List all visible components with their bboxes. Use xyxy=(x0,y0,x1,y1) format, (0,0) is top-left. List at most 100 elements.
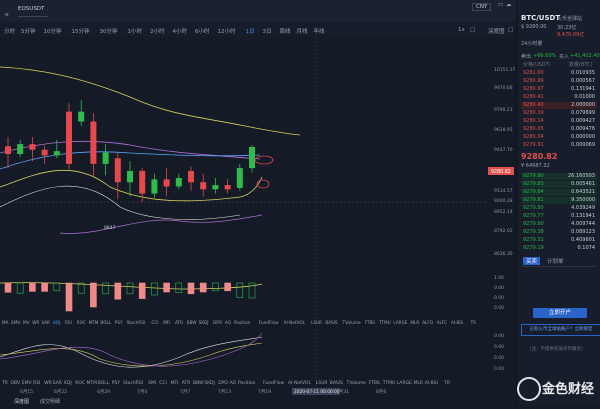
timeframe-13[interactable]: 月线 xyxy=(296,29,308,35)
candle-body-5 xyxy=(66,111,72,164)
ask-row[interactable]: 9280.04 0.000000 xyxy=(521,134,597,141)
timeframe-1[interactable]: 5分钟 xyxy=(21,29,36,35)
ask-amount: 2.000000 xyxy=(571,102,595,108)
currency-select[interactable]: CNY xyxy=(472,3,492,11)
vol-label-2: 0.00 xyxy=(494,295,504,301)
timeframe-7[interactable]: 4小时 xyxy=(172,29,188,35)
candle-body-15 xyxy=(188,170,194,183)
candle-body-8 xyxy=(102,152,109,164)
price-label-9: 8792.02 xyxy=(494,228,513,234)
ask-amount: 0.079699 xyxy=(571,110,595,116)
chart-area[interactable]: 10151.37 9970.68 9790.21 9618.95 9447.70 9280… xyxy=(0,37,516,405)
bid-row[interactable]: 9279.38 0.089123 xyxy=(521,229,597,236)
volume-bar-10 xyxy=(126,282,134,295)
ask-row[interactable]: 9280.97 0.131941 xyxy=(521,86,597,93)
volume-bar-13 xyxy=(163,282,170,293)
indicator-top-22: LSUR xyxy=(311,320,322,325)
kline-chart[interactable]: 10151.37 9970.68 9790.21 9618.95 9447.70 9280… xyxy=(0,37,516,405)
bid-amount: 0.131941 xyxy=(571,213,595,219)
ask-row[interactable]: 9280.41 0.01000 xyxy=(521,94,597,101)
pair-tab-back[interactable]: ◀ xyxy=(4,12,9,18)
timeframe-0[interactable]: 分时 xyxy=(4,29,16,35)
timeframe-11[interactable]: 3日 xyxy=(262,29,272,35)
cloud-icon[interactable]: ☁ xyxy=(506,2,512,8)
bid-price: 9279.84 xyxy=(523,189,544,195)
tab-plan-order[interactable]: 计划单 xyxy=(547,259,564,265)
timeframe-3[interactable]: 15分钟 xyxy=(71,29,90,35)
open-account-button[interactable]: 立即开户 xyxy=(533,308,587,318)
chart-tool-0[interactable]: 1x xyxy=(458,27,465,33)
bid-amount: 4.039249 xyxy=(571,205,595,211)
col-price: 价格(USDT) xyxy=(523,62,551,68)
indicator-bottom-1: OBV xyxy=(11,380,21,386)
depth-label[interactable]: 24小时量 xyxy=(521,41,543,47)
timeframe-10[interactable]: 1日 xyxy=(245,29,255,35)
ask-price: 9280.99 xyxy=(523,78,544,84)
ask-price: 9280.04 xyxy=(523,134,544,140)
low-price-label: 8847 xyxy=(104,225,116,231)
timeframe-5[interactable]: 1小时 xyxy=(127,29,143,35)
date-label-9: 8月6 xyxy=(376,389,386,395)
volume-bar-20 xyxy=(248,282,256,299)
ask-row[interactable]: 9280.99 0.000567 xyxy=(521,78,597,85)
timeframe-4[interactable]: 30分钟 xyxy=(99,29,118,35)
indicator-bottom-11: StochRSI xyxy=(123,380,143,386)
candle-body-13 xyxy=(163,179,170,187)
bid-row[interactable]: 9279.90 26.160503 xyxy=(521,173,597,180)
bind-account-link[interactable]: 已有火币全球站账户？立即绑定 xyxy=(521,324,600,336)
timeframe-9[interactable]: 12小时 xyxy=(217,29,236,35)
timeframe-2[interactable]: 10分钟 xyxy=(43,29,62,35)
bid-price: 9279.38 xyxy=(523,229,544,235)
indicator-bottom-28: LARGE xyxy=(397,380,412,386)
date-label-2: 6月29 xyxy=(97,389,110,395)
bid-row[interactable]: 9279.31 0.409601 xyxy=(521,237,597,244)
pair-tab[interactable]: EOSUSDT xyxy=(18,6,48,17)
timeframe-14[interactable]: 年线 xyxy=(313,29,325,35)
chart-tool-1[interactable]: □ xyxy=(470,27,476,33)
bid-row[interactable]: 9279.83 0.005461 xyxy=(521,181,597,188)
ask-row[interactable]: 9280.39 0.079699 xyxy=(521,110,597,117)
timeframe-12[interactable]: 周线 xyxy=(279,29,291,35)
bid-amount: 26.160503 xyxy=(567,173,595,179)
bid-row[interactable]: 9279.80 4.039249 xyxy=(521,205,597,212)
ask-row[interactable]: 9279.91 0.000069 xyxy=(521,142,597,149)
ask-price: 9280.97 xyxy=(523,86,544,92)
ask-row[interactable]: 9280.14 0.009427 xyxy=(521,118,597,125)
osc-line-yellow xyxy=(0,342,263,367)
bid-price: 9279.80 xyxy=(523,205,544,211)
tab-buy-sell[interactable]: 买卖 xyxy=(523,257,541,265)
date-label-1: 6月22 xyxy=(54,389,67,395)
indicator-top-11: StochRSI xyxy=(127,320,146,325)
bottom-tab-depth: 深度图 xyxy=(14,398,29,405)
bid-row[interactable]: 9279.84 0.643521 xyxy=(521,189,597,196)
candle-body-10 xyxy=(127,170,133,183)
volume-bar-6 xyxy=(77,282,85,294)
volume-bar-2 xyxy=(29,282,36,292)
monitor-icon[interactable]: ▭ xyxy=(498,2,504,8)
timeframe-6[interactable]: 2小时 xyxy=(150,29,165,35)
ma-line-upper xyxy=(0,66,301,136)
ask-row[interactable]: 9281.00 0.010935 xyxy=(521,70,597,77)
bid-row[interactable]: 9279.19 0.1074 xyxy=(521,245,597,252)
ask-row[interactable]: 9280.40 2.000000 xyxy=(521,102,597,109)
volume-bar-3 xyxy=(41,282,48,292)
indicator-bottom-5: SAR xyxy=(53,380,62,386)
bid-amount: 0.643521 xyxy=(571,189,595,195)
right-panel: BTC/USDT 火币全球站 $ 9280.00 30.23亿 9,476.09… xyxy=(516,0,600,405)
bid-row[interactable]: 9279.60 4.009744 xyxy=(521,221,597,228)
ask-row[interactable]: 9280.05 0.009476 xyxy=(521,126,597,133)
indicator-bottom-25: TVolume xyxy=(346,380,367,386)
chart-tool-3[interactable]: □ xyxy=(508,27,514,33)
sell-label: 卖出 xyxy=(521,54,532,60)
indicator-bottom-0: TR xyxy=(1,380,8,386)
timeframe-8[interactable]: 6小时 xyxy=(195,29,210,35)
volume-bar-17 xyxy=(212,282,219,292)
ask-amount: 0.131941 xyxy=(571,86,595,92)
bid-row[interactable]: 9279.81 9.350000 xyxy=(521,197,597,204)
indicator-top-26: TTMU xyxy=(378,320,391,325)
chart-tool-2[interactable]: 深度图 xyxy=(488,29,505,35)
volume-bar-16 xyxy=(199,282,207,293)
bid-row[interactable]: 9279.77 0.131941 xyxy=(521,213,597,220)
ma-line-purple xyxy=(0,140,261,160)
indicator-bottom-18: DPO xyxy=(218,380,228,386)
